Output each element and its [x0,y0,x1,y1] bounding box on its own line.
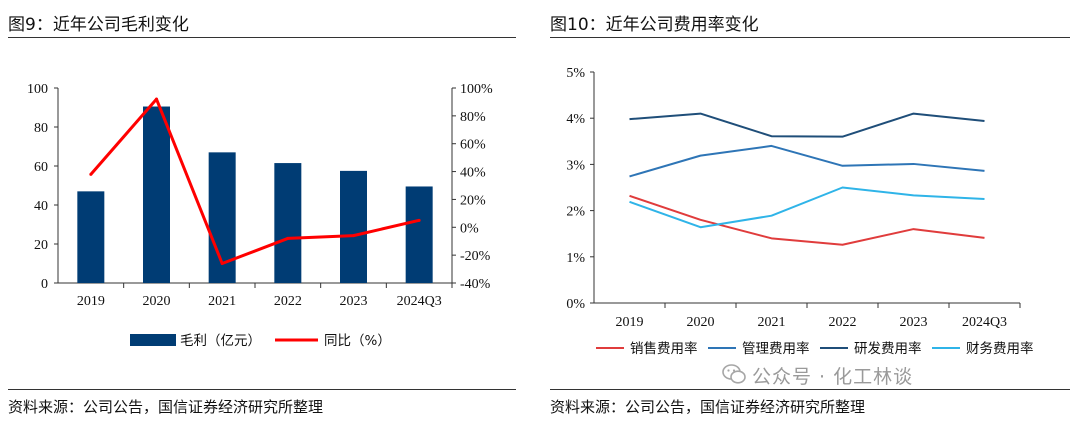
gross-profit-panel: 图9：近年公司毛利变化 0 20 40 60 80 100 -40% -20% 0% 20% 40%… [0,0,520,421]
expense-ratio-panel: 图10：近年公司费用率变化 0% 1% 2% 3% 4% 5% 2019 2020 2021 20… [550,0,1080,421]
bar [143,107,170,283]
y2-tick-label: -20% [460,249,491,264]
gross-profit-chart: 0 20 40 60 80 100 -40% -20% 0% 20% 40% 60% 80% 100% 20… [0,0,520,390]
y2-tick-label: 0% [460,221,479,236]
bar [274,163,301,283]
series-line [630,114,985,137]
y-tick-label: 0 [41,277,48,292]
y2-tick-label: -40% [460,277,491,292]
y-tick-label: 0% [566,297,585,312]
x-tick-label: 2024Q3 [397,294,442,309]
y-tick-label: 100 [27,82,48,97]
x-tick-label: 2020 [687,315,715,330]
y2-tick-label: 20% [460,193,486,208]
legend-label: 同比（%） [324,333,391,349]
source-rule [8,389,516,390]
x-tick-label: 2019 [77,294,105,309]
x-tick-label: 2024Q3 [962,315,1007,330]
yoy-line [91,99,419,263]
x-tick-label: 2023 [340,294,368,309]
legend-label: 管理费用率 [742,340,810,357]
line-point [286,237,289,240]
bar [406,186,433,283]
y-tick-label: 40 [34,199,48,214]
series-line [630,188,985,228]
expense-ratio-chart: 0% 1% 2% 3% 4% 5% 2019 2020 2021 2022 2023 2024Q3 销售… [550,0,1080,390]
legend-swatch-bar [130,334,176,346]
legend-label: 销售费用率 [630,340,698,357]
legend-label: 毛利（亿元） [180,333,261,349]
x-tick-label: 2021 [208,294,236,309]
line-point [221,262,224,265]
line-point [352,234,355,237]
y2-tick-label: 100% [460,82,493,97]
wechat-icon [722,363,746,385]
line-point [89,173,92,176]
y-tick-label: 1% [566,251,585,266]
x-tick-label: 2022 [274,294,302,309]
series-line [630,146,985,176]
source-rule [550,389,1070,390]
legend-label: 研发费用率 [854,340,922,357]
watermark: 公众号 · 化工林谈 [752,362,913,389]
x-tick-label: 2021 [758,315,786,330]
bar [340,171,367,283]
source-note: 资料来源：公司公告，国信证券经济研究所整理 [550,396,865,417]
x-tick-label: 2020 [143,294,171,309]
y2-tick-label: 40% [460,166,486,181]
x-tick-label: 2019 [616,315,644,330]
y-tick-label: 2% [566,205,585,220]
y-tick-label: 60 [34,160,48,175]
y-tick-label: 20 [34,238,48,253]
y-tick-label: 3% [566,158,585,173]
x-tick-label: 2022 [829,315,857,330]
y2-tick-label: 60% [460,138,486,153]
line-point [155,98,158,101]
x-tick-label: 2023 [900,315,928,330]
line-point [418,219,421,222]
y-tick-label: 5% [566,66,585,81]
y2-tick-label: 80% [460,110,486,125]
y-tick-label: 80 [34,121,48,136]
y-tick-label: 4% [566,112,585,127]
source-note: 资料来源：公司公告，国信证券经济研究所整理 [8,396,323,417]
bar [77,191,104,283]
legend-label: 财务费用率 [966,340,1034,357]
